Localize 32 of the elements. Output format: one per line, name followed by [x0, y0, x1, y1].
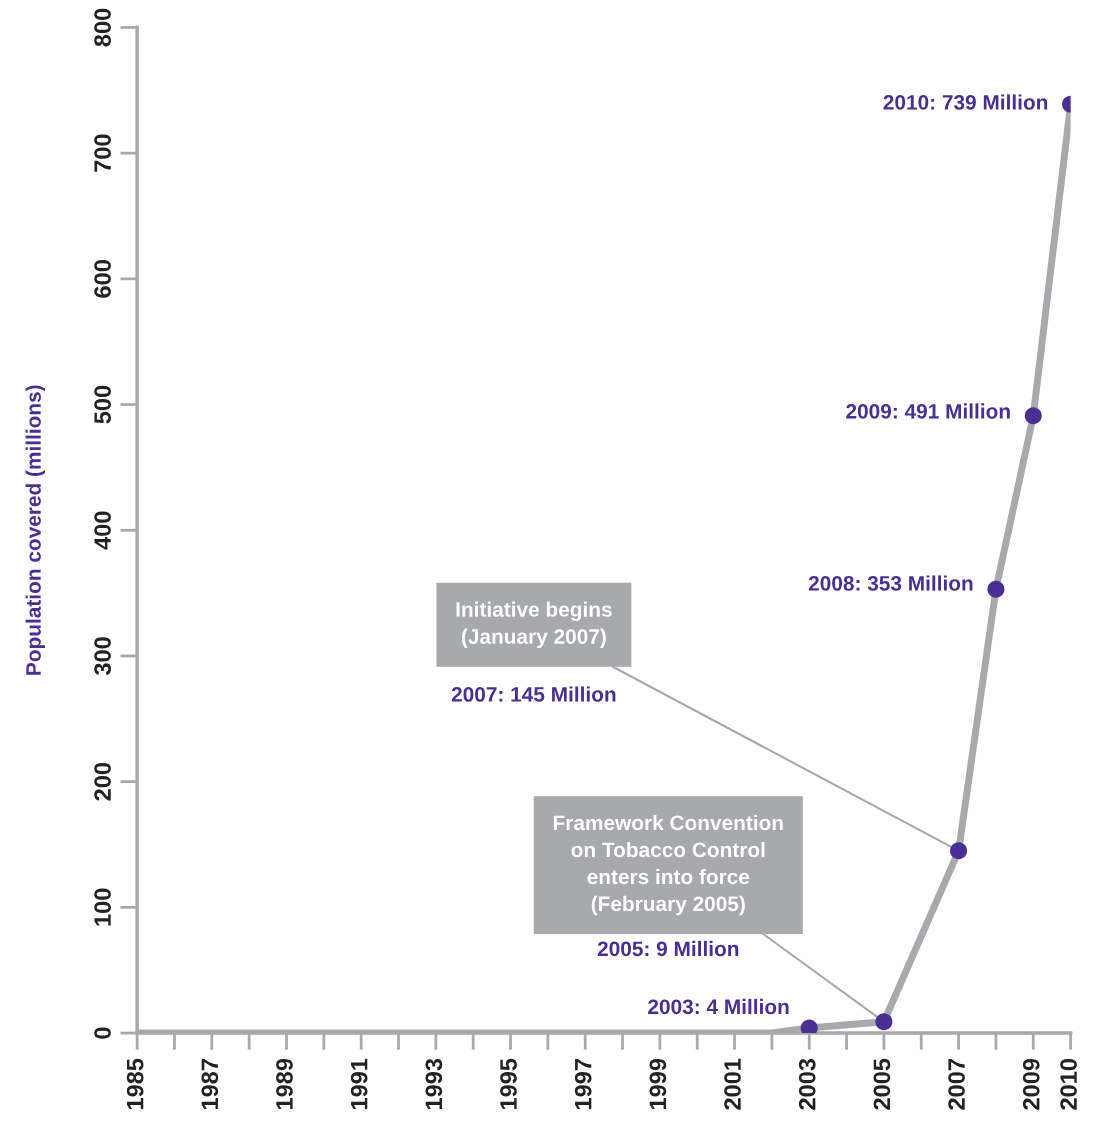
y-tick-label: 100	[94, 888, 111, 926]
x-tick-label: 1987	[201, 1059, 219, 1110]
y-tick-label: 500	[94, 385, 111, 424]
y-tick-label: 400	[94, 511, 111, 550]
x-tick-label: 1985	[126, 1058, 144, 1110]
annotation: 2010: 739 Million	[883, 94, 1048, 110]
x-tick-label: 1999	[649, 1058, 667, 1110]
x-tick-label: 2003	[798, 1058, 816, 1110]
x-tick-label: 2007	[948, 1059, 965, 1110]
x-tick-label: 1991	[350, 1058, 368, 1110]
x-tick-label: 2010	[1060, 1058, 1077, 1110]
x-tick-label: 2009	[1022, 1058, 1040, 1110]
x-tick-label: 1993	[425, 1058, 443, 1110]
annotation: 2009: 491 Million	[846, 403, 1010, 419]
x-tick-label: 1997	[574, 1059, 592, 1110]
y-axis-title: Population covered (millions)	[25, 385, 45, 675]
y-tick-label: 200	[94, 762, 111, 801]
annotation: Initiative begins (January 2007)	[456, 601, 612, 649]
annotation: Framework Convention on Tobacco Control enters into force (February 2005)	[553, 814, 783, 916]
x-tick-label: 1989	[276, 1058, 293, 1110]
x-tick-label: 1995	[500, 1058, 517, 1110]
annotation: 2007: 145 Million	[451, 686, 616, 702]
y-tick-label: 300	[94, 637, 111, 676]
annotation: 2008: 353 Million	[808, 575, 973, 591]
y-tick-label: 800	[94, 8, 111, 47]
annotation: 2003: 4 Million	[648, 998, 789, 1015]
x-tick-label: 2001	[724, 1058, 741, 1110]
x-tick-label: 2005	[873, 1058, 891, 1110]
y-tick-label: 600	[94, 260, 111, 298]
annotation: 2005: 9 Million	[597, 940, 739, 957]
y-tick-label: 0	[94, 1027, 111, 1039]
y-tick-label: 700	[94, 134, 111, 172]
